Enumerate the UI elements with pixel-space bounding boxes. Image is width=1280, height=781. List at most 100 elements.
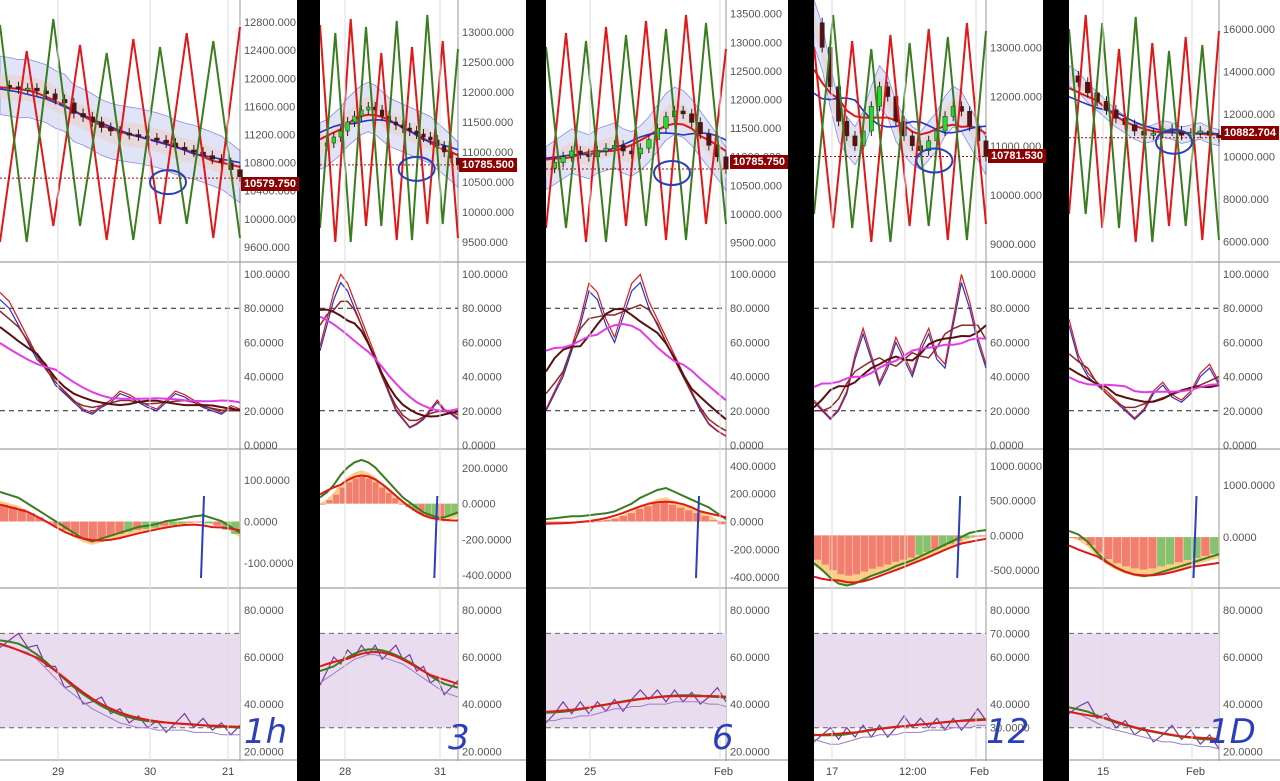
bottom-line-purple: [0, 632, 241, 736]
macd-histogram-bar: [685, 510, 693, 522]
candle-body: [819, 22, 825, 48]
candle-body: [983, 140, 989, 157]
rsi-tick-label: 100.0000: [730, 269, 776, 281]
rsi-tick-label: 20.0000: [244, 406, 284, 418]
candle-body: [407, 127, 412, 132]
price-tick-label: 8000.000: [1223, 194, 1269, 206]
bottom-tick-label: 80.0000: [244, 605, 284, 617]
rsi-tick-label: 40.0000: [1223, 372, 1263, 384]
x-axis-label: 17: [826, 766, 838, 778]
macd-histogram-bar: [829, 535, 837, 571]
macd-histogram-bar: [900, 535, 908, 560]
bottom-line-lavender: [1069, 710, 1220, 750]
chart-pane-1h[interactable]: 12800.000 12400.000 12000.000 11600.000 1120…: [0, 0, 297, 781]
bottom-tick-label: 80.0000: [990, 605, 1030, 617]
rsi-tick-label: 40.0000: [462, 372, 502, 384]
price-tick-label: 13000.000: [990, 42, 1042, 54]
bottom-tick-label: 60.0000: [1223, 652, 1263, 664]
candle-body: [108, 127, 114, 132]
rsi-smooth-2: [320, 308, 459, 418]
macd-histogram-bar: [939, 535, 947, 547]
x-axis-label: 29: [52, 766, 64, 778]
rsi-tick-label: 20.0000: [462, 406, 502, 418]
macd-tick-label: 0.0000: [1223, 532, 1257, 544]
x-axis-label: 25: [584, 766, 596, 778]
candle-body: [560, 156, 566, 163]
macd-histogram-bar: [438, 503, 445, 518]
bottom-line-purple: [546, 686, 727, 724]
candle-body: [586, 153, 592, 157]
macd-tick-label: 1000.0000: [990, 461, 1042, 473]
candle-body: [34, 87, 40, 92]
macd-histogram-bar: [168, 521, 177, 525]
candle-body: [697, 122, 703, 135]
candle-body: [52, 93, 59, 100]
chart-pane-1d[interactable]: 16000.000 14000.000 12000.000 10000.000 8000…: [1069, 0, 1280, 781]
rsi-smooth-2: [546, 308, 727, 421]
bottom-tick-label: 20.0000: [1223, 746, 1263, 758]
candle-body: [680, 110, 686, 115]
candle-body: [126, 132, 132, 136]
macd-histogram-bar: [320, 503, 326, 505]
macd-histogram-bar: [907, 535, 915, 558]
macd-histogram-bar: [1104, 537, 1113, 559]
annotation-circle: [653, 160, 691, 187]
macd-histogram-bar: [379, 487, 386, 504]
price-tick-label: 10000.000: [990, 190, 1042, 202]
chart-pane-3[interactable]: 13000.000 12500.000 12000.000 11500.000 1100…: [320, 0, 526, 781]
price-tick-label: 10500.000: [462, 177, 514, 189]
chart-pane-6[interactable]: 13500.000 13000.000 12500.000 12000.000 1150…: [546, 0, 788, 781]
macd-histogram-bar: [451, 503, 458, 515]
price-tick-label: 13000.000: [730, 37, 782, 49]
macd-line-green: [0, 490, 241, 543]
chart-svg-1h: 12800.000 12400.000 12000.000 11600.000 1120…: [0, 0, 297, 781]
stoch-zigzag-green: [814, 14, 987, 243]
macd-histogram-bar: [339, 487, 346, 504]
rsi-line-blue: [1069, 325, 1220, 421]
chart-svg-3: 13000.000 12500.000 12000.000 11500.000 1100…: [320, 0, 526, 781]
last-price-tag-1h: 10579.750: [241, 177, 299, 191]
rsi-tick-label: 100.0000: [244, 269, 290, 281]
price-tick-label: 16000.000: [1223, 24, 1275, 36]
candle-body: [15, 86, 22, 90]
macd-tick-label: 0.0000: [990, 530, 1024, 542]
candle-body: [926, 140, 932, 151]
price-tick-label: 12500.000: [462, 57, 514, 69]
x-axis-label: 31: [434, 766, 446, 778]
macd-tick-label: 200.0000: [462, 463, 508, 475]
macd-tick-label: 0.0000: [462, 499, 496, 511]
price-tick-label: 13500.000: [730, 9, 782, 21]
macd-histogram-bar: [106, 521, 115, 537]
candle-body: [909, 135, 915, 147]
x-axis-label: 21: [222, 766, 234, 778]
macd-histogram-bar: [366, 478, 372, 504]
macd-tick-label: 200.0000: [730, 489, 776, 501]
rsi-tick-label: 0.0000: [462, 440, 496, 452]
rsi-tick-label: 20.0000: [730, 406, 770, 418]
annotation-circle: [1155, 128, 1193, 155]
macd-histogram-bar: [603, 520, 611, 522]
rsi-tick-label: 100.0000: [1223, 269, 1269, 281]
macd-histogram-bar: [213, 521, 222, 526]
candle-body: [723, 156, 729, 170]
x-axis-label: 30: [144, 766, 156, 778]
macd-histogram-bar: [660, 502, 668, 522]
macd-histogram-bar: [868, 535, 876, 569]
bottom-line-lavender: [0, 644, 240, 736]
candle-body: [98, 121, 105, 128]
rsi-line-blue: [0, 299, 241, 415]
macd-histogram-bar: [35, 517, 44, 522]
macd-line-green: [546, 486, 727, 521]
macd-histogram-bar: [668, 504, 677, 522]
bottom-tick-label: 80.0000: [462, 605, 502, 617]
price-tick-label: 10000.000: [244, 214, 296, 226]
macd-histogram-bar: [80, 521, 88, 539]
macd-histogram-bar: [372, 482, 379, 504]
x-axis-label: Feb: [1186, 766, 1205, 778]
bottom-line-lavender: [546, 701, 727, 722]
macd-histogram-bar: [1166, 537, 1174, 565]
macd-histogram-bar: [204, 521, 213, 524]
price-tick-label: 12000.000: [990, 92, 1042, 104]
price-tick-label: 12000.000: [1223, 109, 1275, 121]
chart-pane-12[interactable]: 13000.000 12000.000 11000.000 10000.000 9000…: [814, 0, 1043, 781]
